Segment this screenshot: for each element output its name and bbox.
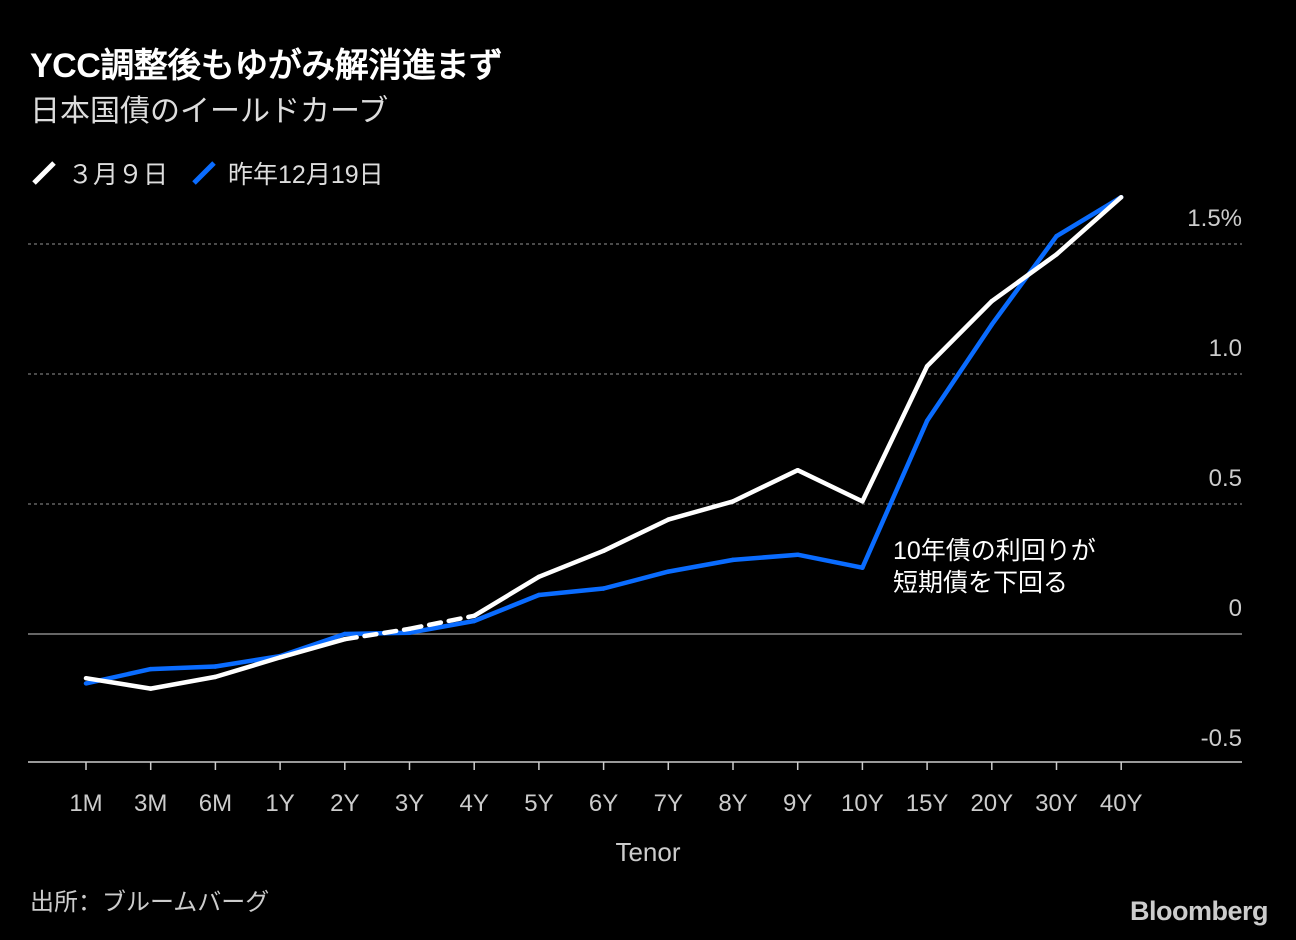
series-dec19-segment bbox=[213, 653, 283, 669]
series-dec19-segment bbox=[924, 322, 995, 424]
series-mar9-segment bbox=[148, 674, 218, 691]
chart-subtitle: 日本国債のイールドカーブ bbox=[30, 95, 389, 128]
x-tick-label: 20Y bbox=[970, 790, 1013, 817]
series-dec19-segment bbox=[536, 586, 606, 598]
source-note: 出所：ブルームバーグ bbox=[30, 889, 270, 916]
x-tick-label: 6M bbox=[199, 790, 232, 817]
series-mar9-segment bbox=[342, 626, 412, 642]
y-tick-label: -0.5 bbox=[1201, 725, 1242, 752]
series-mar9-segment bbox=[666, 499, 736, 522]
y-tick-label: 0.5 bbox=[1209, 465, 1242, 492]
x-tick-label: 1Y bbox=[265, 790, 294, 817]
x-tick-label: 8Y bbox=[718, 790, 747, 817]
x-tick-label: 15Y bbox=[906, 790, 949, 817]
x-tick-label: 3Y bbox=[395, 790, 424, 817]
series-dec19-segment bbox=[407, 618, 477, 635]
series-mar9-segment bbox=[1054, 194, 1124, 257]
x-tick-label: 40Y bbox=[1100, 790, 1143, 817]
series-mar9-segment bbox=[924, 298, 995, 369]
series-mar9-segment bbox=[83, 675, 153, 691]
series-dec19-segment bbox=[601, 569, 671, 591]
series-mar9-segment bbox=[407, 613, 477, 632]
x-tick-label: 7Y bbox=[654, 790, 683, 817]
legend-swatch-blue bbox=[192, 161, 216, 185]
series-mar9-segment bbox=[730, 467, 800, 504]
chart-title: YCC調整後もゆがみ解消進まず bbox=[30, 47, 503, 85]
legend-swatch-white bbox=[32, 161, 56, 185]
x-tick-label: 30Y bbox=[1035, 790, 1078, 817]
series-mar9-segment bbox=[795, 467, 865, 504]
x-tick-label: 4Y bbox=[460, 790, 489, 817]
bloomberg-logo: Bloomberg bbox=[1129, 896, 1269, 926]
legend-item-mar9: ３月９日 bbox=[30, 155, 168, 191]
legend-item-dec19: 昨年12月19日 bbox=[190, 155, 384, 191]
series-mar9-segment bbox=[277, 636, 348, 660]
series-dec19-segment bbox=[730, 552, 800, 563]
series-dec19-segment bbox=[666, 557, 736, 574]
series-dec19-segment bbox=[148, 664, 218, 672]
x-tick-label: 10Y bbox=[841, 790, 884, 817]
series-mar9-segment bbox=[601, 517, 671, 554]
x-axis-title: Tenor bbox=[615, 837, 680, 867]
x-tick-label: 5Y bbox=[524, 790, 553, 817]
y-tick-label: 1.5% bbox=[1187, 205, 1242, 232]
series-dec19-segment bbox=[1054, 194, 1124, 239]
series-mar9-segment bbox=[860, 363, 930, 504]
annotation-text: 短期債を下回る bbox=[893, 569, 1068, 597]
series-dec19-segment bbox=[471, 592, 542, 624]
x-tick-label: 6Y bbox=[589, 790, 618, 817]
x-tick-label: 3M bbox=[134, 790, 167, 817]
series-dec19-segment bbox=[795, 552, 865, 570]
series-mar9-segment bbox=[213, 655, 283, 680]
series-mar9-segment bbox=[989, 252, 1059, 304]
y-tick-label: 0 bbox=[1229, 595, 1242, 622]
x-tick-label: 1M bbox=[69, 790, 102, 817]
legend-label-mar9: ３月９日 bbox=[68, 161, 169, 189]
annotation-text: 10年債の利回りが bbox=[893, 537, 1096, 565]
series-mar9-segment bbox=[536, 548, 606, 580]
series-mar9-segment bbox=[471, 574, 542, 619]
x-tick-label: 2Y bbox=[330, 790, 359, 817]
x-tick-label: 9Y bbox=[783, 790, 812, 817]
series-dec19-segment bbox=[860, 418, 930, 570]
legend: ３月９日 昨年12月19日 bbox=[30, 155, 406, 191]
y-tick-label: 1.0 bbox=[1209, 335, 1242, 362]
legend-label-dec19: 昨年12月19日 bbox=[228, 161, 384, 189]
